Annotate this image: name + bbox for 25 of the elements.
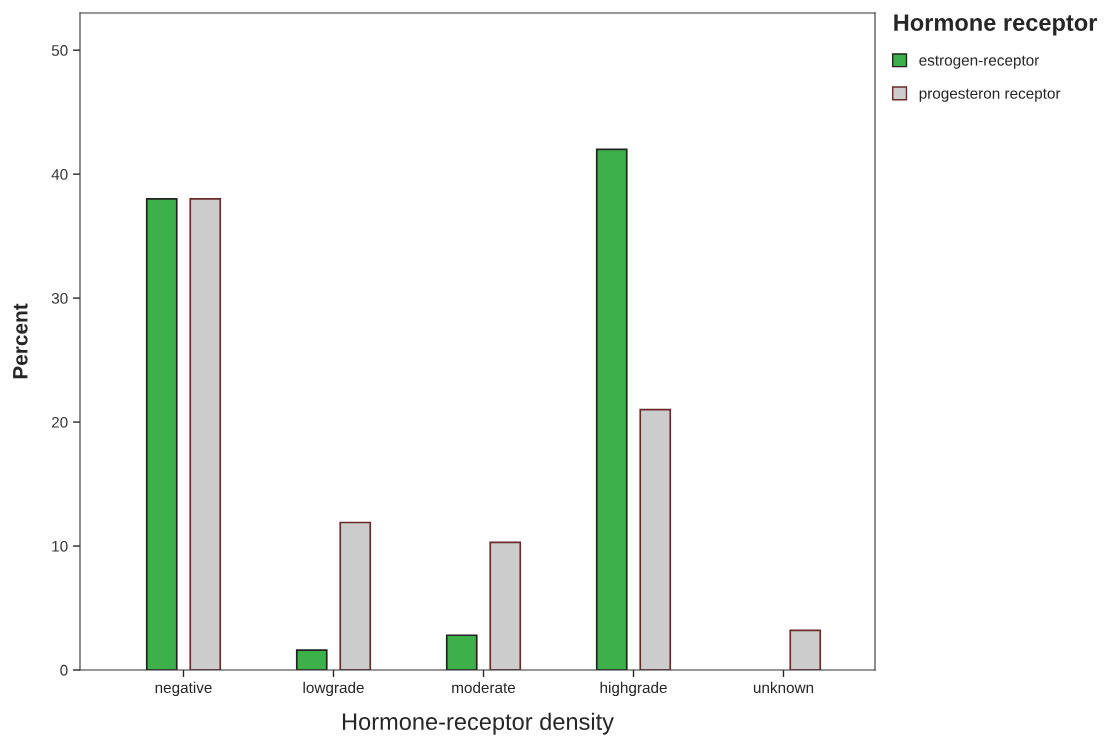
y-tick-label: 40 xyxy=(51,169,68,180)
y-tick-label: 10 xyxy=(52,540,68,552)
bar xyxy=(489,541,522,670)
y-axis-title: Percent xyxy=(13,303,28,379)
y-tick-label: 30 xyxy=(51,292,68,304)
bar xyxy=(295,649,328,670)
y-tick-label: 20 xyxy=(51,416,68,428)
bar xyxy=(445,634,478,670)
x-tick-label: highgrade xyxy=(600,681,667,697)
y-tick-label: 0 xyxy=(60,664,68,676)
x-tick-label: negative xyxy=(155,681,212,697)
bar xyxy=(595,148,628,670)
x-axis-title: Hormone-receptor density xyxy=(342,712,614,735)
x-tick-label: lowgrade xyxy=(303,681,364,697)
bar xyxy=(189,198,222,670)
x-tick-label: unknown xyxy=(753,681,814,694)
bar xyxy=(639,408,672,670)
legend-label: estrogen-receptor xyxy=(919,55,1040,69)
legend-title: Hormone receptor xyxy=(894,14,1098,36)
y-tick-label: 50 xyxy=(51,45,68,56)
legend-label: progesteron receptor xyxy=(919,88,1061,102)
bar xyxy=(789,629,822,670)
x-tick-label: moderate xyxy=(452,681,516,694)
bar xyxy=(145,198,178,670)
bar xyxy=(339,521,372,670)
